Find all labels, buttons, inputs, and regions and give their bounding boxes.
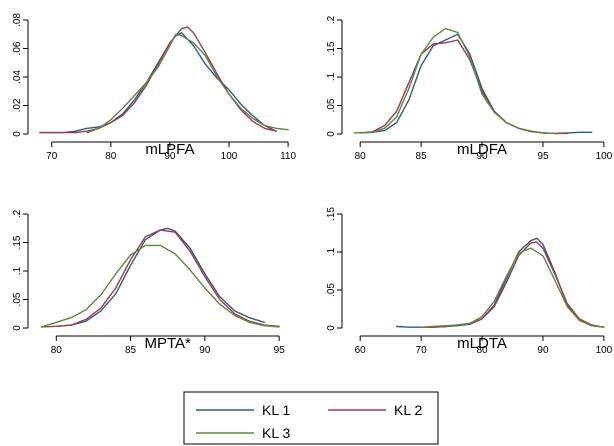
- legend-label-kl2: KL 2: [394, 402, 422, 418]
- y-tick-label: .05: [12, 292, 23, 306]
- legend: KL 1 KL 2 KL 3: [183, 391, 439, 445]
- series-line-kl-1: [39, 32, 277, 134]
- y-tick-label: .1: [12, 266, 23, 275]
- chart-panel-mldfa: 0 .05 .1 .15 .2 80 85 90 95 100 mLDFA: [326, 15, 613, 162]
- x-tick-label: 80: [476, 345, 488, 356]
- y-tick-label: .05: [326, 98, 337, 112]
- x-tick-label: 80: [105, 151, 117, 162]
- chart-panels: 0 .02 .04 .06 .08 70 80 90 100 110 mLPFA 0 .05 .1 .15.…: [12, 13, 613, 356]
- legend-label-kl1: KL 1: [262, 402, 290, 418]
- series-line-kl-1: [55, 227, 265, 327]
- x-tick-label: 70: [416, 345, 428, 356]
- y-tick-label: .06: [12, 41, 23, 55]
- x-tick-label: 100: [596, 345, 613, 356]
- y-tick-label: 0: [12, 131, 23, 137]
- y-tick-label: 0: [12, 325, 23, 331]
- x-tick-label: 85: [416, 151, 428, 162]
- legend-label-kl3: KL 3: [262, 425, 290, 441]
- series-line-kl-3: [420, 247, 605, 328]
- x-tick-label: 100: [596, 151, 613, 162]
- x-axis-title: mLDTA: [457, 335, 507, 352]
- x-tick-label: 90: [164, 151, 176, 162]
- series-line-kl-2: [40, 229, 280, 328]
- series-line-kl-3: [86, 33, 289, 134]
- series-line-kl-3: [40, 244, 280, 328]
- chart-panel-mpta: 0 .05 .1 .15 .2 80 85 90 95 MPTA*: [12, 209, 285, 356]
- y-tick-label: .15: [326, 41, 337, 55]
- series-line-kl-2: [359, 39, 568, 135]
- y-tick-label: .04: [12, 70, 23, 84]
- y-tick-label: 0: [326, 325, 337, 331]
- x-tick-label: 80: [51, 345, 63, 356]
- y-tick-label: .2: [326, 15, 337, 24]
- x-axis-title: MPTA*: [145, 335, 192, 352]
- x-tick-label: 95: [537, 151, 549, 162]
- chart-panel-mlpfa: 0 .02 .04 .06 .08 70 80 90 100 110 mLPFA: [12, 13, 296, 162]
- y-tick-label: 0: [326, 131, 337, 137]
- x-tick-label: 60: [355, 345, 367, 356]
- x-tick-label: 90: [537, 345, 549, 356]
- x-tick-label: 70: [46, 151, 58, 162]
- x-tick-label: 85: [125, 345, 137, 356]
- y-tick-label: .1: [326, 72, 337, 81]
- y-tick-label: .15: [326, 207, 337, 221]
- y-tick-label: .1: [326, 247, 337, 256]
- x-tick-label: 90: [476, 151, 488, 162]
- y-tick-label: .02: [12, 98, 23, 112]
- y-tick-label: .08: [12, 13, 23, 27]
- x-tick-label: 90: [199, 345, 211, 356]
- x-axis-title: mLPFA: [145, 141, 194, 158]
- x-tick-label: 110: [280, 151, 296, 162]
- series-line-kl-2: [420, 241, 605, 328]
- y-tick-label: .05: [326, 283, 337, 297]
- series-line-kl-2: [39, 26, 277, 134]
- x-axis-title: mLDFA: [457, 141, 507, 158]
- series-line-kl-3: [353, 27, 556, 135]
- x-tick-label: 100: [221, 151, 238, 162]
- y-tick-label: .2: [12, 209, 23, 218]
- y-tick-label: .15: [12, 235, 23, 249]
- legend-box: [183, 391, 439, 445]
- x-tick-label: 80: [355, 151, 367, 162]
- chart-panel-mldta: 0 .05 .1 .15 60 70 80 90 100 mLDTA: [326, 207, 613, 356]
- x-tick-label: 95: [274, 345, 286, 356]
